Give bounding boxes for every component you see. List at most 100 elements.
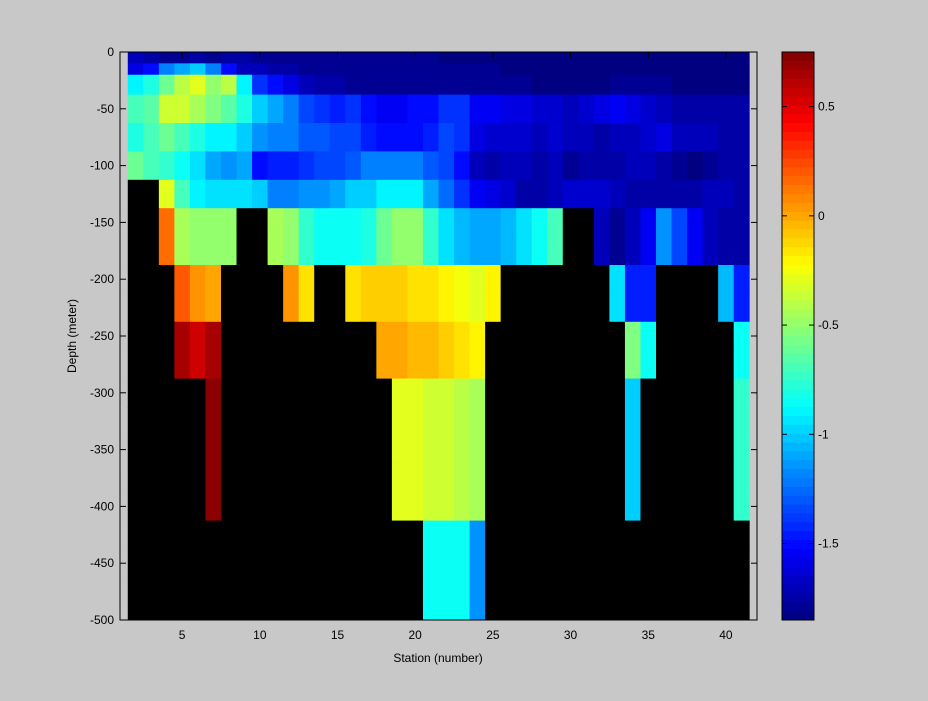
y-tick-label: -400 bbox=[90, 499, 114, 513]
y-axis: 0 -50 -100 -150 -200 -250 -300 -350 -400 -450 -500 bbox=[90, 45, 757, 627]
colorbar-axis: 0.5 0 -0.5 -1 -1.5 bbox=[782, 100, 839, 551]
heatmap-cell bbox=[236, 179, 253, 209]
heatmap-cell bbox=[516, 74, 533, 95]
heatmap-cell bbox=[220, 492, 237, 521]
heatmap-cell bbox=[127, 435, 144, 465]
heatmap-cell bbox=[609, 577, 626, 607]
heatmap-cell bbox=[656, 63, 672, 76]
heatmap-cell bbox=[391, 208, 408, 237]
heatmap-cell bbox=[376, 605, 393, 621]
colorbar-band bbox=[782, 540, 814, 550]
heatmap-cell bbox=[687, 407, 704, 436]
heatmap-cell bbox=[454, 378, 470, 408]
heatmap-cell bbox=[485, 350, 502, 379]
x-tick-label: 15 bbox=[331, 628, 345, 642]
heatmap-cell bbox=[671, 492, 688, 521]
heatmap-cell bbox=[718, 605, 735, 621]
heatmap-cell bbox=[687, 52, 704, 64]
heatmap-cell bbox=[314, 350, 331, 379]
heatmap-cell bbox=[314, 435, 331, 465]
heatmap-cell bbox=[593, 94, 610, 124]
heatmap-cell bbox=[656, 52, 672, 64]
heatmap-cell bbox=[236, 63, 253, 76]
colorbar-tick-label: -1 bbox=[818, 427, 829, 441]
heatmap-cell bbox=[562, 63, 579, 76]
heatmap-cell bbox=[205, 378, 222, 408]
heatmap-cell bbox=[562, 435, 579, 465]
heatmap-cell bbox=[360, 63, 377, 76]
heatmap-cell bbox=[236, 151, 253, 181]
heatmap-cell bbox=[345, 265, 362, 294]
colorbar-band bbox=[782, 220, 814, 230]
heatmap-cell bbox=[578, 577, 595, 607]
heatmap-cell bbox=[127, 179, 144, 209]
heatmap-cell bbox=[687, 293, 704, 323]
heatmap-cell bbox=[438, 208, 455, 237]
heatmap-cell bbox=[687, 435, 704, 465]
heatmap-cell bbox=[298, 321, 315, 351]
heatmap-cell bbox=[593, 293, 610, 323]
heatmap-cell bbox=[516, 123, 533, 152]
heatmap-cell bbox=[283, 520, 300, 550]
heatmap-cell bbox=[562, 549, 579, 578]
heatmap-cell bbox=[267, 236, 284, 266]
heatmap-cell bbox=[624, 293, 641, 323]
heatmap-cell bbox=[702, 492, 719, 521]
heatmap-cell bbox=[454, 123, 470, 152]
heatmap-cell bbox=[593, 74, 610, 95]
heatmap-cell bbox=[624, 577, 641, 607]
heatmap-cell bbox=[500, 151, 517, 181]
heatmap-cell bbox=[640, 236, 657, 266]
heatmap-cell bbox=[298, 378, 315, 408]
heatmap-cell bbox=[252, 463, 268, 493]
heatmap-cell bbox=[345, 520, 362, 550]
heatmap-cell bbox=[640, 265, 657, 294]
heatmap-cell bbox=[236, 74, 253, 95]
heatmap-cell bbox=[345, 94, 362, 124]
heatmap-cell bbox=[454, 63, 470, 76]
heatmap-cell bbox=[360, 74, 377, 95]
heatmap-cell bbox=[298, 74, 315, 95]
heatmap-cell bbox=[360, 236, 377, 266]
heatmap-cell bbox=[562, 293, 579, 323]
heatmap-cell bbox=[516, 407, 533, 436]
heatmap-cell bbox=[189, 74, 206, 95]
heatmap-cell bbox=[454, 236, 470, 266]
heatmap-cell bbox=[438, 350, 455, 379]
heatmap-cell bbox=[578, 293, 595, 323]
heatmap-cell bbox=[500, 74, 517, 95]
heatmap-cell bbox=[376, 549, 393, 578]
heatmap-cell bbox=[220, 52, 237, 64]
heatmap-cell bbox=[158, 265, 175, 294]
heatmap-cell bbox=[360, 463, 377, 493]
heatmap-cell bbox=[500, 549, 517, 578]
heatmap-cell bbox=[360, 151, 377, 181]
heatmap-cell bbox=[454, 265, 470, 294]
heatmap-cell bbox=[733, 74, 750, 95]
heatmap-cell bbox=[624, 179, 641, 209]
heatmap-cell bbox=[174, 208, 191, 237]
heatmap-cell bbox=[189, 350, 206, 379]
heatmap-cell bbox=[236, 94, 253, 124]
heatmap-cell bbox=[314, 208, 331, 237]
heatmap-cell bbox=[391, 492, 408, 521]
heatmap-cell bbox=[345, 63, 362, 76]
heatmap-cell bbox=[283, 123, 300, 152]
heatmap-cell bbox=[485, 577, 502, 607]
heatmap-cell bbox=[220, 74, 237, 95]
x-tick-label: 35 bbox=[642, 628, 656, 642]
colorbar-band bbox=[782, 105, 814, 115]
heatmap-cell bbox=[562, 321, 579, 351]
heatmap-cell bbox=[220, 520, 237, 550]
heatmap-cell bbox=[267, 492, 284, 521]
heatmap-cell bbox=[252, 63, 268, 76]
heatmap-cell bbox=[158, 378, 175, 408]
heatmap-cell bbox=[656, 293, 672, 323]
heatmap-cell bbox=[671, 151, 688, 181]
heatmap-cell bbox=[360, 265, 377, 294]
heatmap-cell bbox=[329, 179, 346, 209]
heatmap-cell bbox=[516, 208, 533, 237]
heatmap-cell bbox=[205, 492, 222, 521]
heatmap-cell bbox=[345, 605, 362, 621]
heatmap-cell bbox=[220, 265, 237, 294]
